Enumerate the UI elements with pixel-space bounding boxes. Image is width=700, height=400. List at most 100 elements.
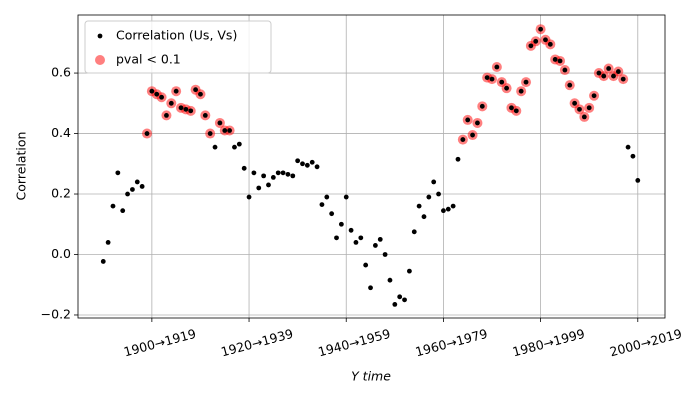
point (334, 235, 339, 241)
point (178, 105, 184, 111)
point (261, 173, 267, 179)
point (431, 179, 437, 185)
point (591, 93, 597, 99)
point (285, 171, 291, 177)
point (620, 76, 626, 82)
point (557, 58, 563, 64)
point (611, 73, 616, 79)
x-tick-label: 1940→1959 (316, 326, 391, 360)
point (314, 164, 320, 170)
point (266, 182, 271, 188)
x-tick-label: 1900→1919 (122, 326, 197, 360)
point (193, 87, 198, 93)
point (246, 194, 252, 200)
point (552, 57, 558, 62)
point (538, 26, 544, 32)
point (149, 88, 155, 94)
point (130, 187, 135, 192)
point (295, 158, 301, 164)
point (460, 137, 466, 142)
point (445, 206, 451, 212)
point (309, 159, 315, 165)
point (217, 120, 223, 126)
point (387, 277, 393, 283)
point (470, 132, 475, 138)
point (441, 208, 446, 214)
y-tick-label: 0.2 (51, 186, 71, 201)
point (198, 91, 203, 97)
point (543, 37, 548, 43)
point (562, 67, 568, 73)
point (577, 106, 582, 112)
point (188, 108, 194, 114)
point (547, 41, 553, 47)
point (479, 103, 485, 109)
point (353, 240, 359, 245)
point (411, 229, 417, 235)
point (586, 105, 592, 111)
point (241, 165, 247, 171)
point (436, 191, 441, 197)
point (125, 191, 130, 197)
point (450, 203, 456, 209)
point (518, 88, 524, 94)
point (232, 144, 237, 150)
point (528, 43, 534, 49)
point (572, 100, 578, 106)
legend: Correlation (Us, Vs) pval < 0.1 (84, 20, 272, 74)
legend-marker (95, 55, 105, 65)
point (630, 153, 636, 159)
point (567, 82, 573, 88)
point (319, 202, 325, 208)
point (275, 170, 281, 176)
point (426, 194, 432, 200)
x-tick-label: 1980→1999 (511, 326, 586, 360)
y-axis-label: Correlation (14, 132, 29, 201)
point (363, 262, 369, 268)
y-tick-label: 0.0 (51, 246, 71, 261)
point (606, 66, 612, 71)
point (601, 73, 607, 79)
point (100, 259, 106, 264)
point (509, 105, 514, 111)
y-tick-label: 0.4 (51, 125, 71, 140)
point (596, 70, 602, 76)
point (392, 301, 398, 307)
point (475, 120, 480, 126)
point (115, 170, 121, 176)
point (236, 141, 242, 147)
point (513, 108, 519, 114)
point (207, 131, 213, 136)
legend-label: Correlation (Us, Vs) (116, 28, 237, 43)
x-tick-label: 2000→2019 (608, 326, 683, 360)
axes-frame (77, 14, 666, 319)
point (183, 106, 189, 112)
legend-box (84, 20, 272, 74)
point (222, 128, 228, 133)
point (256, 185, 262, 191)
point (407, 268, 412, 274)
y-tick-label: −0.2 (41, 306, 71, 321)
point (455, 156, 461, 162)
point (416, 203, 422, 209)
point (358, 235, 364, 241)
point (251, 170, 257, 176)
point (372, 243, 378, 248)
point (280, 170, 286, 176)
point (110, 203, 116, 209)
point (615, 69, 621, 74)
point (329, 211, 335, 217)
point (499, 79, 505, 85)
point (382, 252, 388, 257)
point (581, 114, 587, 120)
point (484, 75, 490, 80)
legend-label: pval < 0.1 (116, 52, 181, 67)
point (324, 194, 330, 200)
x-axis-label: Y time (351, 369, 391, 384)
point (421, 214, 427, 220)
point (290, 173, 296, 179)
point (402, 297, 407, 303)
y-tick-label: 0.6 (51, 65, 71, 80)
point (227, 128, 233, 133)
